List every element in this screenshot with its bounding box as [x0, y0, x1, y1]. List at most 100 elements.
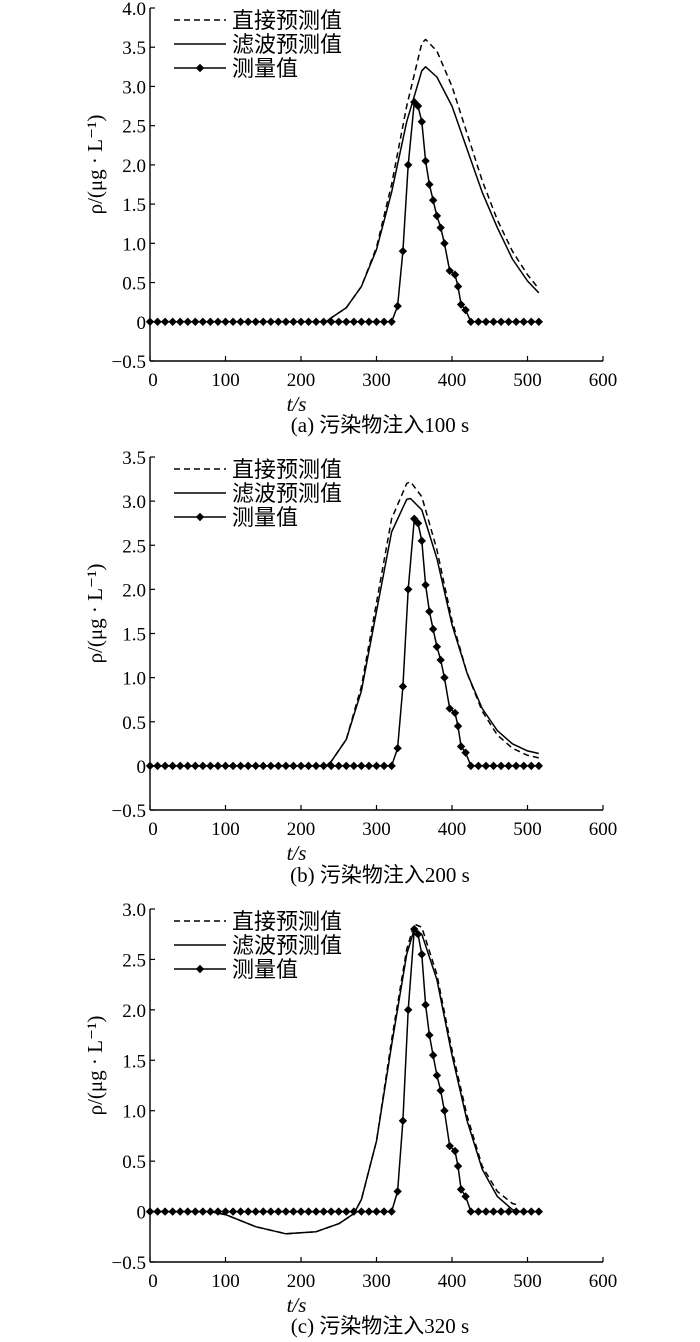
data-point-measured	[349, 761, 359, 771]
y-tick-label: 2.0	[122, 580, 146, 601]
y-tick-label: 0	[137, 1203, 147, 1224]
data-point-measured	[379, 1207, 389, 1216]
data-point-measured	[198, 317, 208, 326]
y-tick-label: 0	[137, 313, 147, 334]
data-point-measured	[489, 317, 498, 326]
x-tick-label: 0	[148, 1271, 158, 1292]
y-axis-label: ρ/(μg · L⁻¹)	[83, 564, 107, 664]
data-point-measured	[289, 1207, 298, 1216]
data-point-measured	[304, 761, 313, 771]
data-point-measured	[436, 223, 445, 232]
y-tick-label: 0.5	[122, 1152, 146, 1173]
data-point-measured	[428, 195, 438, 205]
y-tick-label: 2.0	[122, 156, 146, 177]
data-point-measured	[153, 761, 162, 771]
x-tick-label: 0	[148, 819, 158, 840]
x-tick-label: 200	[287, 370, 316, 391]
data-point-measured	[398, 1116, 408, 1125]
data-point-measured	[461, 748, 470, 757]
data-point-measured	[519, 1207, 528, 1216]
data-point-measured	[364, 1207, 374, 1216]
legend-label: 滤波预测值	[232, 934, 342, 959]
data-point-measured	[481, 317, 491, 326]
panel-b: 3.53.02.52.01.51.00.50−0.50 100 200 300 400 5…	[83, 448, 617, 887]
data-point-measured	[511, 1207, 521, 1216]
legend-label: 测量值	[232, 57, 298, 82]
data-point-measured	[153, 1207, 162, 1216]
data-point-measured	[274, 1207, 283, 1216]
data-point-measured	[364, 317, 374, 326]
legend-label: 滤波预测值	[232, 482, 342, 507]
data-point-measured	[393, 1187, 402, 1196]
data-point-measured	[311, 1207, 321, 1216]
data-point-measured	[398, 246, 408, 256]
x-tick-label: 400	[438, 819, 467, 840]
x-tick-label: 300	[362, 1271, 391, 1292]
y-tick-label: 1.5	[122, 625, 146, 646]
legend-label: 测量值	[232, 506, 298, 531]
data-point-measured	[198, 761, 208, 771]
data-point-measured	[417, 117, 426, 126]
data-point-measured	[466, 317, 476, 326]
legend-marker	[195, 63, 205, 73]
data-point-measured	[334, 317, 343, 326]
y-tick-label: 2.5	[122, 536, 146, 557]
x-axis-label: t/s	[287, 1293, 307, 1317]
data-point-measured	[221, 317, 230, 326]
data-point-measured	[504, 317, 513, 326]
data-point-measured	[296, 1207, 306, 1216]
series-line-measured	[150, 518, 539, 767]
data-point-measured	[436, 1086, 445, 1095]
x-tick-label: 0	[148, 370, 158, 391]
x-tick-label: 400	[438, 1271, 467, 1292]
data-point-measured	[160, 1207, 170, 1216]
data-point-measured	[206, 1207, 215, 1216]
data-point-measured	[281, 317, 291, 326]
legend-marker	[195, 964, 205, 974]
x-tick-label: 500	[513, 1271, 542, 1292]
y-tick-label: 0	[137, 757, 147, 778]
y-tick-label: 3.5	[122, 448, 146, 469]
data-point-measured	[417, 536, 426, 546]
y-tick-label: 4.0	[122, 0, 146, 20]
data-point-measured	[504, 761, 513, 771]
data-point-measured	[425, 1030, 434, 1040]
x-tick-label: 200	[287, 1271, 316, 1292]
x-tick-label: 300	[362, 370, 391, 391]
data-point-measured	[281, 761, 291, 771]
data-point-measured	[145, 317, 155, 326]
data-point-measured	[410, 924, 419, 934]
data-point-measured	[153, 317, 162, 326]
data-point-measured	[281, 1207, 291, 1216]
data-point-measured	[259, 1207, 268, 1216]
data-point-measured	[519, 317, 528, 326]
series-line-direct-prediction	[150, 38, 540, 323]
data-point-measured	[413, 101, 423, 111]
data-point-measured	[206, 761, 215, 771]
series-line-filtered-prediction	[150, 66, 540, 323]
data-point-measured	[296, 761, 306, 771]
data-point-measured	[327, 317, 336, 326]
data-point-measured	[387, 761, 396, 771]
data-point-measured	[421, 1000, 430, 1010]
x-tick-label: 400	[438, 370, 467, 391]
data-point-measured	[432, 1071, 442, 1080]
data-point-measured	[372, 317, 381, 326]
data-point-measured	[183, 761, 192, 771]
data-point-measured	[221, 761, 230, 771]
y-tick-label: 1.5	[122, 195, 146, 216]
data-point-measured	[432, 211, 442, 221]
y-tick-label: 3.5	[122, 38, 146, 59]
y-axis-label: ρ/(μg · L⁻¹)	[83, 1016, 107, 1116]
y-tick-label: 3.0	[122, 492, 146, 513]
data-point-measured	[404, 1005, 413, 1015]
data-point-measured	[274, 317, 283, 326]
data-point-measured	[534, 317, 544, 326]
data-point-measured	[176, 761, 185, 771]
data-point-measured	[236, 1207, 245, 1216]
data-point-measured	[456, 1185, 466, 1194]
series-line-direct-prediction	[150, 923, 521, 1235]
data-point-measured	[372, 761, 381, 771]
data-point-measured	[349, 1207, 359, 1216]
